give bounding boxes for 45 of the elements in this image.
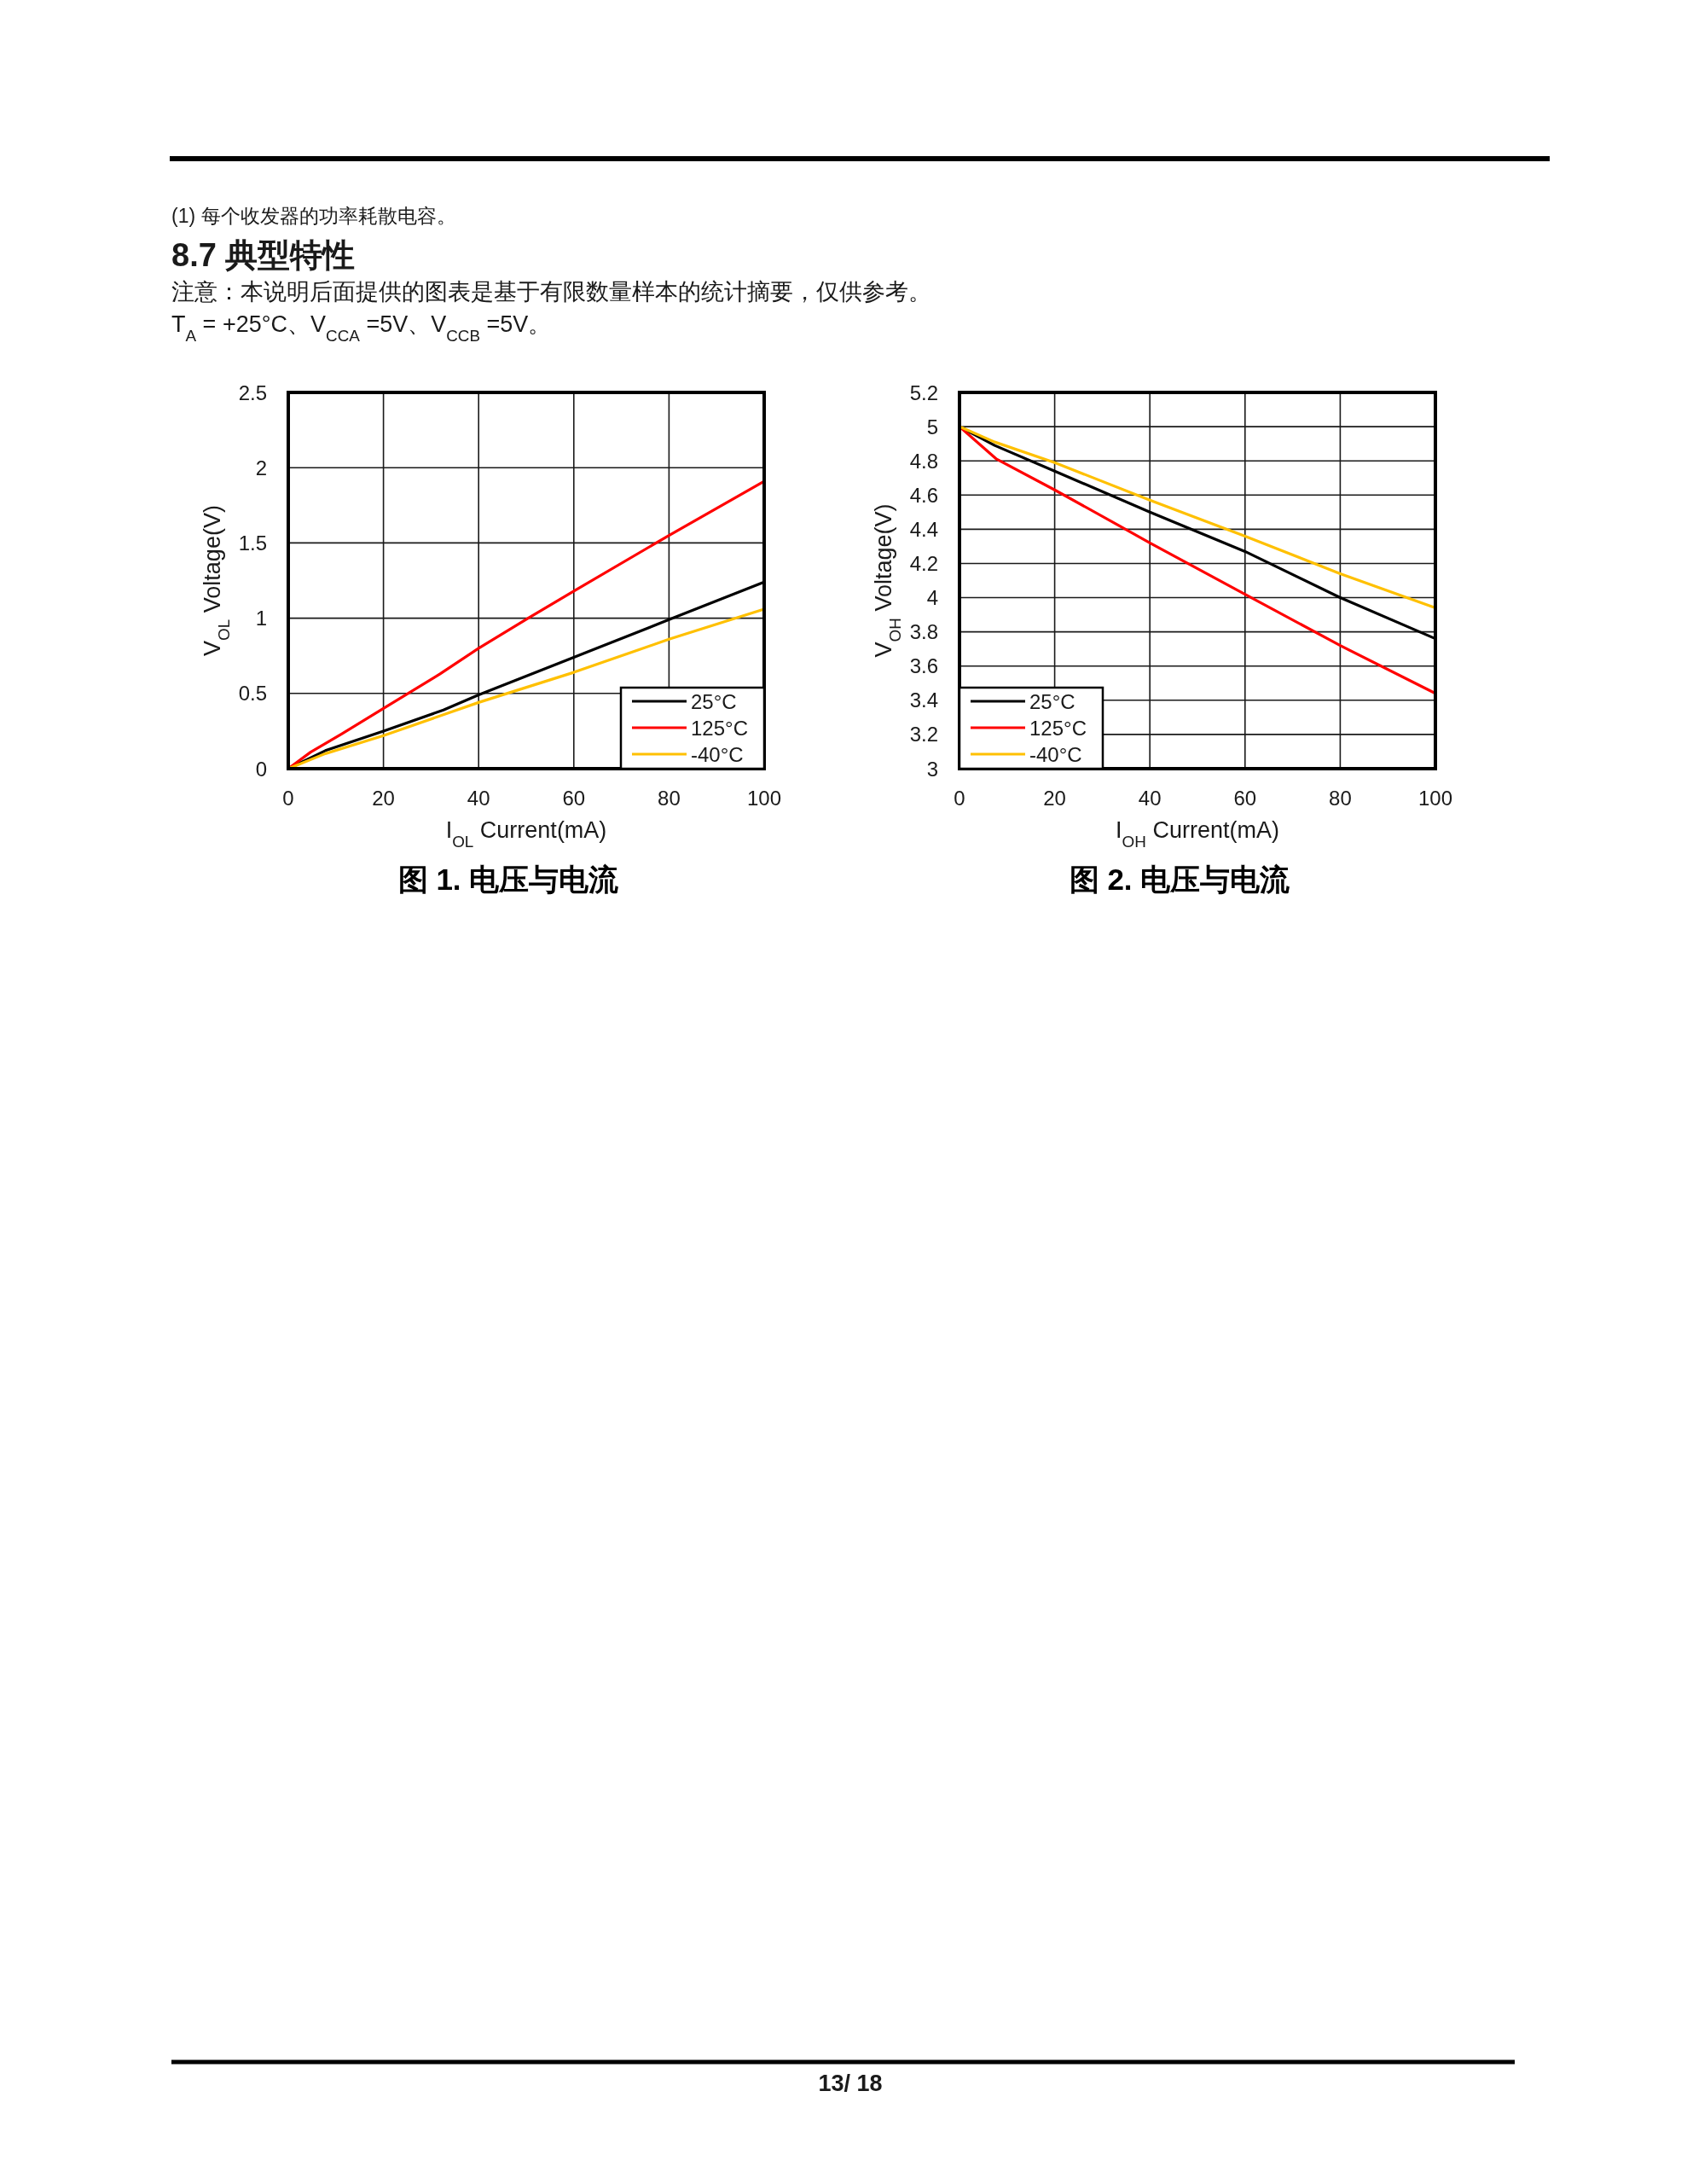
x-tick-label: 80 (658, 787, 681, 810)
y-tick-label: 3.4 (909, 688, 938, 712)
x-tick-label: 60 (562, 787, 586, 810)
y-tick-label: 5 (926, 415, 938, 439)
y-tick-label: 3.2 (909, 723, 938, 746)
x-tick-label: 40 (1138, 787, 1162, 810)
y-tick-label: 5.2 (909, 380, 938, 404)
x-tick-label: 0 (282, 787, 294, 810)
y-tick-label: 3 (926, 757, 938, 781)
text: T$_{A}$ = +25°C、V$_{CCA}$ =5V、V$_{CCB}$ =5V。 (171, 311, 552, 345)
legend-label: 25°C (691, 689, 737, 713)
legend-label: -40°C (1029, 742, 1082, 766)
legend-label: 125°C (691, 716, 748, 740)
x-tick-label: 100 (746, 787, 782, 810)
text: 图 1. 电压与电流 (397, 863, 619, 896)
text: (1) 每个收发器的功率耗散电容。 (171, 205, 456, 227)
y-tick-label: 3.6 (909, 654, 938, 678)
y-tick-label: 1 (255, 607, 267, 630)
y-tick-label: 0 (255, 757, 267, 781)
text: 图 2. 电压与电流 (1069, 863, 1290, 896)
y-tick-label: 0.5 (238, 682, 267, 706)
legend-label: -40°C (691, 742, 744, 766)
legend-label: 25°C (1029, 689, 1075, 713)
y-tick-label: 3.8 (909, 620, 938, 644)
y-tick-label: 4.4 (909, 517, 938, 541)
y-tick-label: 1.5 (238, 531, 267, 555)
x-axis-title: I$_{OH}$ Current(mA) (1116, 817, 1279, 851)
x-tick-label: 40 (467, 787, 490, 810)
y-tick-label: 4.2 (909, 551, 938, 575)
x-tick-label: 100 (1417, 787, 1453, 810)
y-tick-label: 4.6 (909, 483, 938, 507)
text: 8.7 典型特性 (171, 237, 356, 273)
x-tick-label: 20 (1043, 787, 1066, 810)
x-tick-label: 0 (954, 787, 965, 810)
y-tick-label: 4.8 (909, 449, 938, 473)
y-tick-label: 2 (255, 456, 267, 479)
legend-label: 125°C (1029, 716, 1087, 740)
y-tick-label: 4 (926, 586, 938, 610)
y-tick-label: 2.5 (238, 380, 267, 404)
x-axis-title: I$_{OL}$ Current(mA) (445, 817, 607, 851)
text: 注意：本说明后面提供的图表是基于有限数量样本的统计摘要，仅供参考。 (171, 279, 931, 305)
x-tick-label: 20 (372, 787, 395, 810)
x-tick-label: 60 (1233, 787, 1257, 810)
text: 13/ 18 (818, 2071, 883, 2096)
x-tick-label: 80 (1329, 787, 1352, 810)
